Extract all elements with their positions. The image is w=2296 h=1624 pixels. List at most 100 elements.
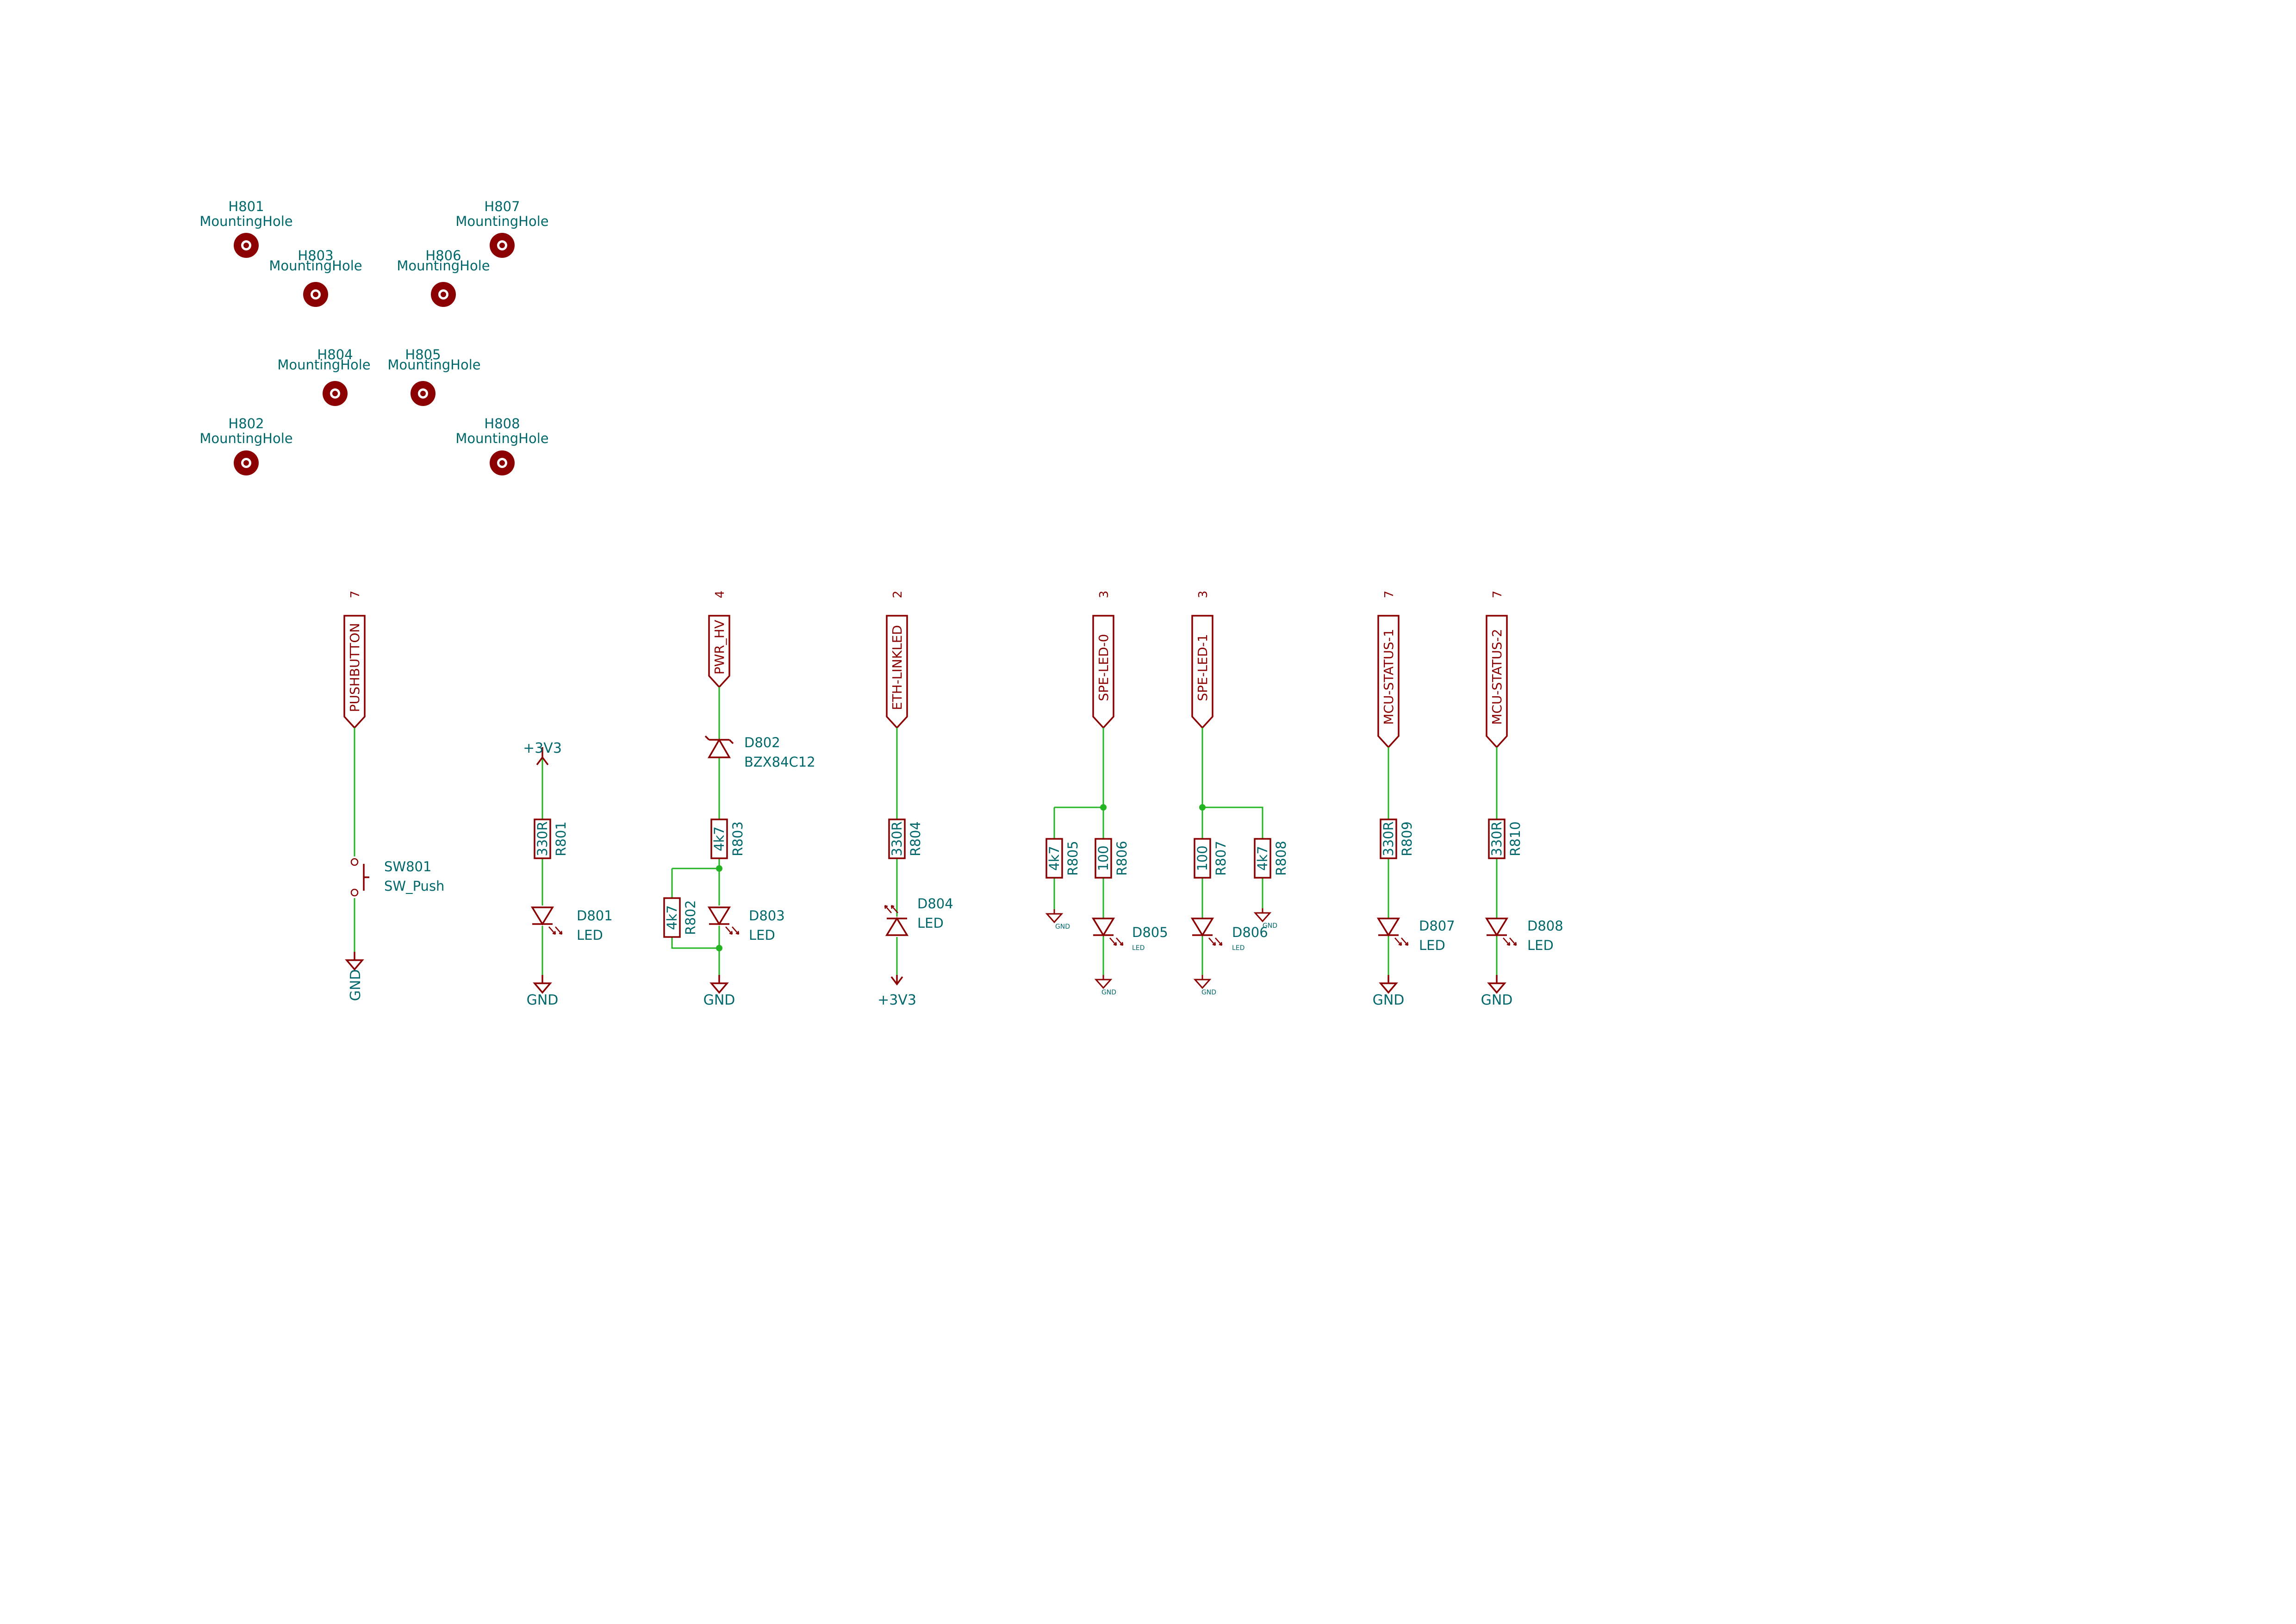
net-label-sheet-ref: 2: [891, 591, 905, 599]
power-label: GND: [348, 969, 364, 1001]
led-d803: D803 LED: [708, 906, 785, 943]
component-ref: R807: [1213, 841, 1229, 876]
component-ref: R809: [1399, 821, 1415, 856]
component-ref: SW801: [384, 859, 431, 874]
power-label: +3V3: [877, 992, 916, 1008]
ground-icon: [1488, 974, 1506, 993]
power-3v3-bottom: +3V3: [877, 975, 916, 1008]
net-label-text: PUSHBUTTON: [347, 623, 362, 712]
resistor-r802: 4k7 R802: [663, 897, 698, 938]
component-ref: R808: [1273, 841, 1289, 876]
component-ref: D804: [917, 896, 953, 912]
component-value: LED: [1132, 944, 1145, 952]
mounting-hole-h803: H803 MountingHole: [269, 248, 362, 307]
led-d805: D805 LED: [1092, 918, 1168, 952]
mounting-hole-h807: H807 MountingHole: [455, 199, 549, 258]
zener-d802: D802 BZX84C12: [704, 735, 815, 770]
led-icon: [531, 906, 563, 935]
component-value: LED: [577, 927, 603, 943]
hole-ref: H806: [425, 248, 461, 263]
hole-value: MountingHole: [269, 258, 362, 274]
hole-value: MountingHole: [397, 258, 490, 274]
hole-value: MountingHole: [199, 213, 292, 229]
component-value: LED: [917, 915, 944, 931]
resistor-r810: 330R R810: [1488, 818, 1523, 859]
ground-icon: [346, 951, 363, 970]
component-value: LED: [1419, 937, 1445, 953]
component-ref: R804: [908, 821, 923, 856]
hole-ref: H803: [298, 248, 333, 263]
power-label: GND: [527, 992, 559, 1008]
led-d807: D807 LED: [1377, 918, 1455, 953]
mounting-hole-icon: [234, 450, 259, 475]
junction-dot: [716, 945, 722, 951]
hole-ref: H801: [228, 199, 264, 214]
net-label-pwr-hv: PWR_HV 4: [708, 591, 730, 688]
gnd-symbol: GND: [527, 974, 559, 1008]
mounting-hole-icon: [303, 282, 328, 307]
component-value: 330R: [889, 821, 905, 856]
net-label-sheet-ref: 7: [1491, 591, 1505, 599]
junction-dot: [716, 865, 722, 872]
hole-ref: H804: [317, 347, 353, 362]
component-ref: D806: [1232, 924, 1268, 940]
mounting-hole-h805: H805 MountingHole: [387, 347, 481, 406]
led-d808: D808 LED: [1486, 918, 1563, 953]
component-ref: R806: [1114, 841, 1130, 876]
net-label-spe-led-1: SPE-LED-1 3: [1191, 591, 1213, 729]
net-label-text: MCU-STATUS-1: [1381, 629, 1396, 725]
mounting-hole-icon: [234, 233, 259, 258]
mounting-hole-h806: H806 MountingHole: [397, 248, 490, 307]
component-ref: R801: [553, 821, 569, 856]
led-d806: D806 LED: [1191, 918, 1268, 952]
component-value: 330R: [1381, 821, 1396, 856]
component-ref: R802: [683, 900, 698, 935]
component-value: 330R: [535, 821, 550, 856]
component-ref: R805: [1065, 841, 1081, 876]
ground-icon: [1046, 908, 1063, 923]
resistor-r806: 100 R806: [1095, 838, 1130, 879]
ground-icon: [1254, 907, 1271, 922]
resistor-r808: 4k7 R808: [1254, 838, 1289, 879]
switch-sw801: SW801 SW_Push: [350, 858, 444, 897]
mounting-hole-h802: H802 MountingHole: [199, 416, 293, 475]
component-ref: D805: [1132, 924, 1168, 940]
net-label-text: SPE-LED-0: [1096, 634, 1111, 701]
power-label: GND: [703, 992, 735, 1008]
gnd-symbol: GND: [1481, 974, 1512, 1008]
gnd-symbol: GND: [1373, 974, 1405, 1008]
gnd-symbol: GND: [346, 951, 364, 1001]
led-icon: [884, 905, 908, 936]
wires: [354, 687, 1498, 975]
net-label-sheet-ref: 3: [1097, 591, 1111, 599]
net-label-mcu-status-2: MCU-STATUS-2 7: [1486, 591, 1508, 749]
led-icon: [1191, 918, 1223, 946]
hole-ref: H802: [228, 416, 264, 431]
component-value: LED: [1232, 944, 1244, 952]
junction-dot: [1100, 804, 1107, 811]
led-icon: [1377, 918, 1409, 946]
power-label: GND: [1373, 992, 1405, 1008]
ground-icon: [534, 974, 551, 993]
hole-value: MountingHole: [199, 431, 292, 446]
component-value: BZX84C12: [744, 754, 815, 770]
net-label-eth-linkled: ETH-LINKLED 2: [886, 591, 908, 729]
component-value: 100: [1195, 845, 1210, 871]
mounting-hole-icon: [490, 233, 515, 258]
power-label: +3V3: [523, 740, 562, 756]
component-ref: D807: [1419, 918, 1455, 934]
hole-value: MountingHole: [387, 357, 480, 373]
led-icon: [708, 906, 740, 935]
mounting-hole-h804: H804 MountingHole: [277, 347, 371, 406]
component-ref: D803: [749, 908, 785, 924]
hole-ref: H807: [484, 199, 520, 214]
component-ref: D808: [1527, 918, 1563, 934]
power-label: GND: [1201, 989, 1216, 996]
power-label: GND: [1055, 923, 1070, 931]
mounting-hole-icon: [490, 450, 515, 475]
ground-icon: [1194, 974, 1211, 989]
component-ref: R803: [730, 821, 746, 856]
hole-ref: H808: [484, 416, 520, 431]
component-value: 4k7: [1046, 846, 1062, 871]
component-value: 4k7: [711, 826, 727, 851]
